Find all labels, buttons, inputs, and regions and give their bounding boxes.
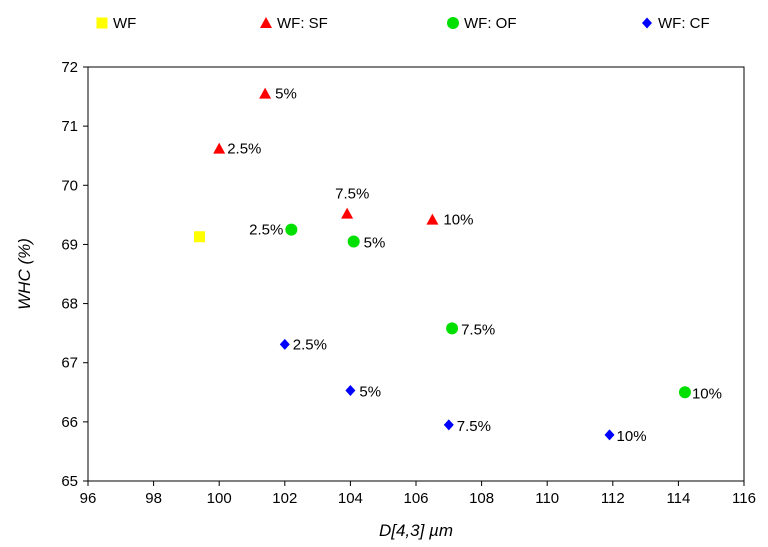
data-label: 2.5% bbox=[249, 222, 283, 239]
data-point bbox=[341, 207, 354, 219]
legend-label: WF: CF bbox=[658, 15, 710, 32]
x-tick-label: 116 bbox=[732, 490, 756, 507]
data-label: 5% bbox=[359, 384, 381, 401]
data-label: 10% bbox=[692, 385, 722, 402]
legend-marker bbox=[642, 17, 652, 29]
y-tick-label: 66 bbox=[61, 414, 78, 431]
data-point bbox=[604, 429, 615, 441]
data-label: 10% bbox=[443, 212, 473, 229]
x-tick-label: 102 bbox=[272, 490, 297, 507]
legend-marker bbox=[96, 17, 108, 29]
data-point bbox=[426, 213, 439, 225]
data-label: 5% bbox=[364, 234, 386, 251]
y-tick-label: 65 bbox=[61, 473, 78, 490]
x-axis: 96 98 100 102 104 106 108 110 112 114 116 bbox=[80, 481, 756, 507]
data-point bbox=[259, 87, 272, 99]
data-label: 2.5% bbox=[227, 141, 261, 158]
legend-label: WF: SF bbox=[277, 15, 328, 32]
data-points: 5% 2.5% 7.5% 10% 2.5% 5% 7.5% 10% 2.5% 5% 7.5% 10% bbox=[194, 86, 722, 445]
legend-marker bbox=[260, 17, 272, 28]
data-label: 2.5% bbox=[293, 336, 327, 353]
x-tick-label: 96 bbox=[80, 490, 97, 507]
data-point bbox=[213, 142, 226, 154]
y-tick-label: 69 bbox=[61, 236, 78, 253]
data-point bbox=[443, 419, 454, 431]
x-tick-label: 112 bbox=[601, 490, 625, 507]
data-point bbox=[678, 386, 691, 399]
data-label: 7.5% bbox=[335, 186, 369, 203]
legend-label: WF: OF bbox=[464, 15, 517, 32]
x-tick-label: 114 bbox=[666, 490, 690, 507]
y-axis: 65 66 67 68 69 70 71 72 bbox=[61, 59, 88, 490]
data-label: 10% bbox=[617, 428, 647, 445]
data-point bbox=[194, 231, 206, 243]
x-tick-label: 98 bbox=[145, 490, 162, 507]
y-tick-label: 70 bbox=[61, 177, 78, 194]
y-tick-label: 67 bbox=[61, 355, 78, 372]
plot-area bbox=[87, 66, 745, 482]
data-point bbox=[285, 223, 298, 236]
data-label: 7.5% bbox=[461, 321, 495, 338]
x-tick-label: 110 bbox=[535, 490, 559, 507]
x-tick-label: 108 bbox=[469, 490, 494, 507]
legend: WF WF: SF WF: OF WF: CF bbox=[96, 15, 710, 32]
data-point bbox=[345, 385, 356, 397]
x-tick-label: 106 bbox=[403, 490, 428, 507]
x-tick-label: 100 bbox=[207, 490, 232, 507]
data-point bbox=[279, 338, 290, 350]
x-axis-title: D[4,3] µm bbox=[379, 521, 453, 540]
data-point bbox=[347, 235, 360, 248]
legend-label: WF bbox=[113, 15, 136, 32]
legend-marker bbox=[447, 17, 459, 29]
x-tick-label: 104 bbox=[338, 490, 363, 507]
y-tick-label: 72 bbox=[61, 59, 78, 76]
y-tick-label: 71 bbox=[61, 118, 78, 135]
y-tick-label: 68 bbox=[61, 296, 78, 313]
data-label: 5% bbox=[275, 86, 297, 103]
data-label: 7.5% bbox=[457, 418, 491, 435]
data-point bbox=[446, 322, 459, 335]
y-axis-title: WHC (%) bbox=[15, 238, 34, 310]
